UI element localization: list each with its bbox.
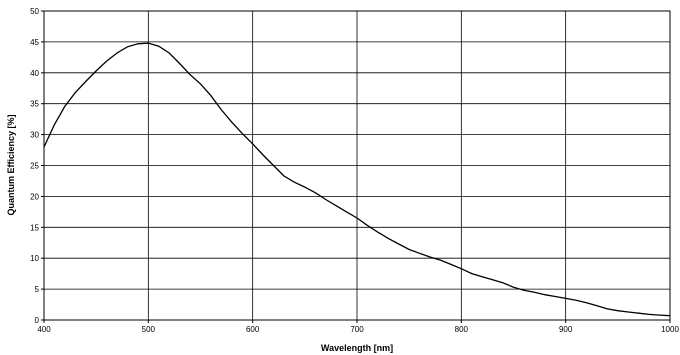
y-tick-label: 50: [30, 7, 39, 16]
x-axis-ticks: 400 500 600 700 800 900 1000: [37, 320, 679, 334]
x-tick-label: 900: [559, 325, 573, 334]
x-tick-label: 400: [37, 325, 51, 334]
x-tick-label: 1000: [661, 325, 679, 334]
x-tick-label: 600: [246, 325, 260, 334]
y-tick-label: 25: [30, 162, 39, 171]
x-axis-title: Wavelength [nm]: [321, 343, 393, 353]
y-tick-label: 45: [30, 38, 39, 47]
y-tick-label: 10: [30, 254, 39, 263]
y-tick-label: 30: [30, 131, 39, 140]
x-tick-label: 700: [350, 325, 364, 334]
y-tick-label: 20: [30, 192, 39, 201]
x-tick-label: 500: [142, 325, 156, 334]
y-tick-label: 40: [30, 69, 39, 78]
y-axis-ticks: 0 5 10 15 20 25 30 35 40 45 50: [30, 7, 44, 325]
y-tick-label: 15: [30, 223, 39, 232]
quantum-efficiency-curve: [43, 42, 671, 317]
y-axis-title: Quantum Efficiency [%]: [6, 114, 16, 215]
grid-lines: [44, 11, 670, 320]
y-tick-label: 0: [35, 316, 40, 325]
x-tick-label: 800: [455, 325, 469, 334]
y-tick-label: 35: [30, 100, 39, 109]
y-tick-label: 5: [35, 285, 40, 294]
